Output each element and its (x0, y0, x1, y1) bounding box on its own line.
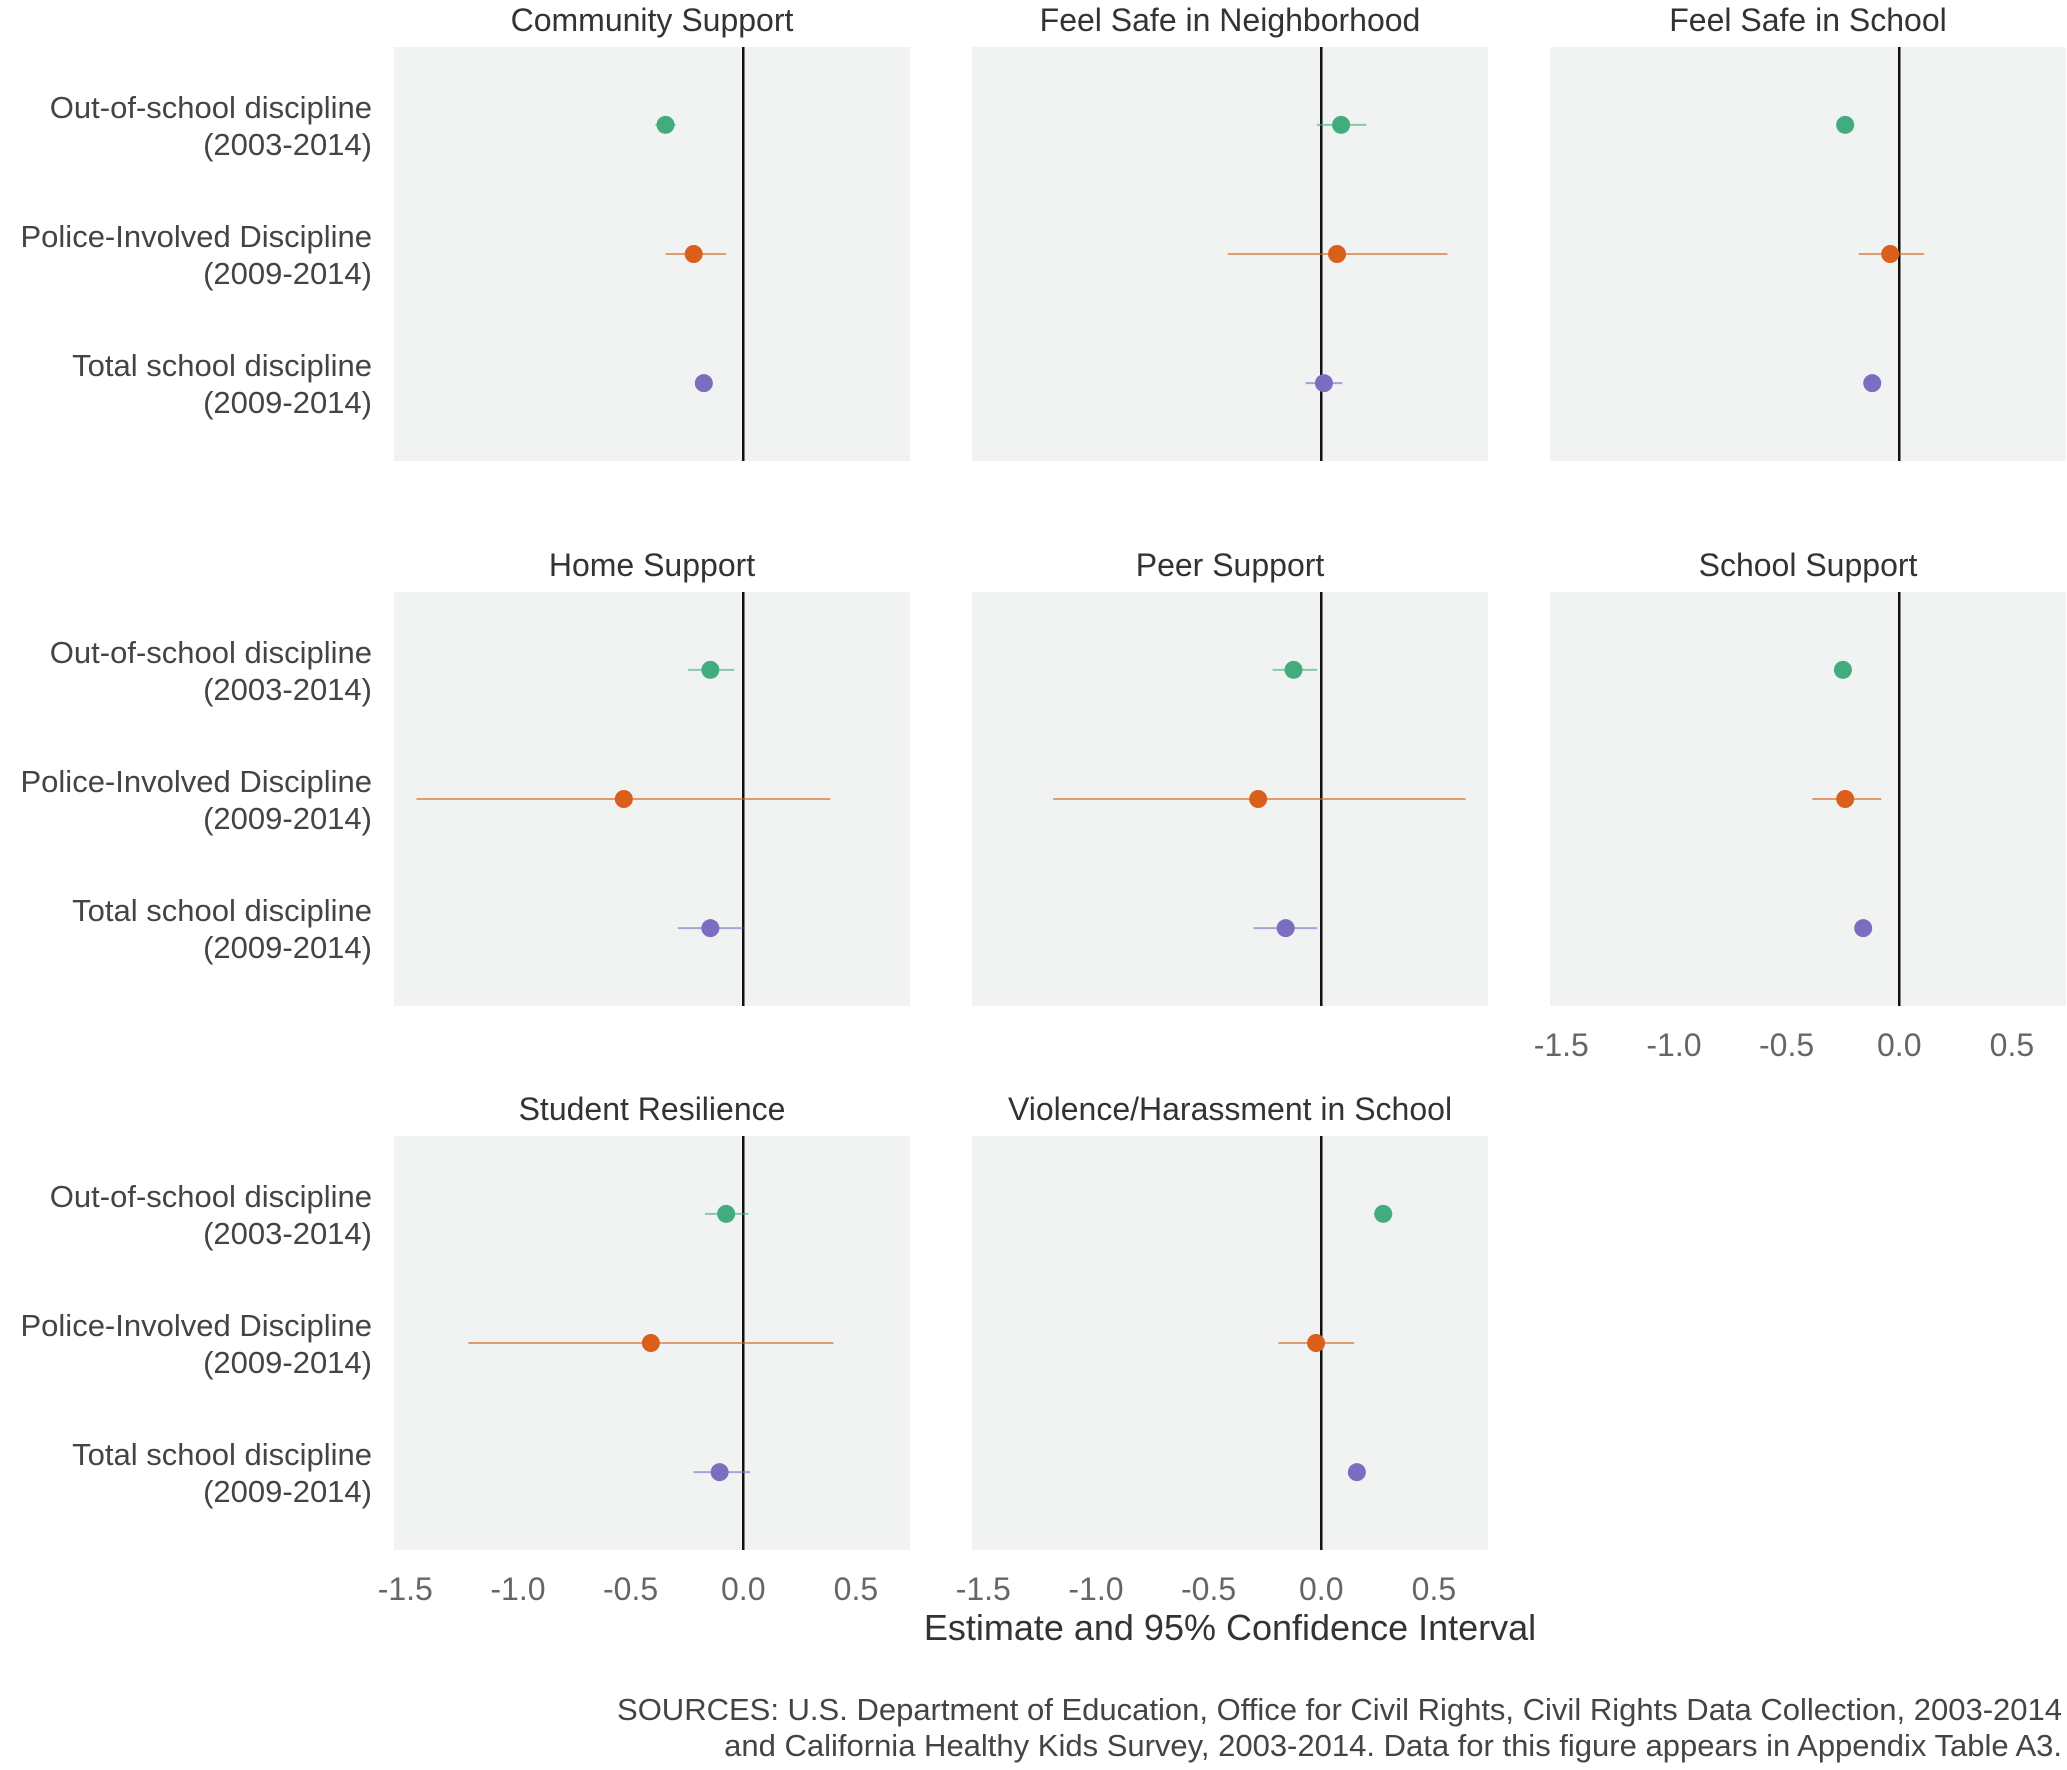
x-tick-label: 0.0 (721, 1571, 765, 1607)
x-tick-label: 0.0 (1299, 1571, 1343, 1607)
category-label: (2009-2014) (203, 801, 372, 836)
panel-background (1550, 592, 2066, 1006)
category-label: (2009-2014) (203, 930, 372, 965)
estimate-point (701, 660, 720, 679)
estimate-point (694, 374, 713, 393)
estimate-point (1854, 919, 1873, 938)
estimate-point (1836, 790, 1855, 808)
estimate-point (1347, 1463, 1366, 1482)
x-tick-label: -1.5 (1534, 1027, 1589, 1063)
estimate-point (701, 919, 720, 938)
x-tick-label: -1.0 (1068, 1571, 1123, 1607)
category-label: (2009-2014) (203, 256, 372, 291)
estimate-point (641, 1334, 660, 1352)
estimate-point (1307, 1334, 1326, 1352)
category-label: Out-of-school discipline (50, 90, 372, 125)
x-tick-label: 0.0 (1877, 1027, 1921, 1063)
estimate-point (1249, 790, 1268, 808)
category-label: Police-Involved Discipline (21, 764, 373, 799)
estimate-point (710, 1463, 729, 1482)
estimate-point (1863, 374, 1882, 393)
panel-title: School Support (1699, 547, 1918, 583)
estimate-point (1284, 660, 1303, 679)
estimate-point (614, 790, 633, 808)
category-label: Total school discipline (72, 893, 372, 928)
category-label: (2003-2014) (203, 672, 372, 707)
x-tick-label: 0.5 (1990, 1027, 2034, 1063)
category-label: Total school discipline (72, 348, 372, 383)
estimate-point (1276, 919, 1295, 938)
x-axis-label: Estimate and 95% Confidence Interval (924, 1607, 1536, 1648)
panel-title: Feel Safe in Neighborhood (1040, 2, 1421, 38)
x-tick-label: 0.5 (1412, 1571, 1456, 1607)
panel-title: Peer Support (1136, 547, 1325, 583)
panel-title: Feel Safe in School (1669, 2, 1947, 38)
x-tick-label: -1.0 (490, 1571, 545, 1607)
x-tick-label: -1.5 (956, 1571, 1011, 1607)
category-label: Out-of-school discipline (50, 1179, 372, 1214)
estimate-point (1374, 1204, 1393, 1223)
category-label: Out-of-school discipline (50, 635, 372, 670)
panel-title: Home Support (549, 547, 755, 583)
estimate-point (684, 245, 703, 263)
estimate-point (1836, 115, 1855, 134)
category-label: Police-Involved Discipline (21, 1308, 373, 1343)
panel-background (972, 1136, 1488, 1550)
x-tick-label: -0.5 (603, 1571, 658, 1607)
panel-background (1550, 47, 2066, 461)
estimate-point (1314, 374, 1333, 393)
sources-line-1: SOURCES: U.S. Department of Education, O… (617, 1692, 2062, 1727)
estimate-point (1833, 660, 1852, 679)
category-label: Total school discipline (72, 1437, 372, 1472)
category-label: Police-Involved Discipline (21, 219, 373, 254)
panel-title: Violence/Harassment in School (1008, 1091, 1452, 1127)
category-label: (2009-2014) (203, 1474, 372, 1509)
panel-background (394, 47, 910, 461)
panel-title: Community Support (511, 2, 794, 38)
category-label: (2003-2014) (203, 1216, 372, 1251)
panel-title: Student Resilience (519, 1091, 786, 1127)
estimate-point (717, 1204, 736, 1223)
sources-line-2: and California Healthy Kids Survey, 2003… (724, 1728, 2062, 1763)
x-tick-label: -0.5 (1759, 1027, 1814, 1063)
category-label: (2009-2014) (203, 1345, 372, 1380)
estimate-point (1881, 245, 1900, 263)
x-tick-label: -1.0 (1646, 1027, 1701, 1063)
x-tick-label: -1.5 (378, 1571, 433, 1607)
estimate-point (656, 115, 675, 134)
estimate-point (1328, 245, 1347, 263)
category-label: (2003-2014) (203, 127, 372, 162)
estimate-point (1332, 115, 1351, 134)
category-label: (2009-2014) (203, 385, 372, 420)
x-tick-label: 0.5 (834, 1571, 878, 1607)
x-tick-label: -0.5 (1181, 1571, 1236, 1607)
